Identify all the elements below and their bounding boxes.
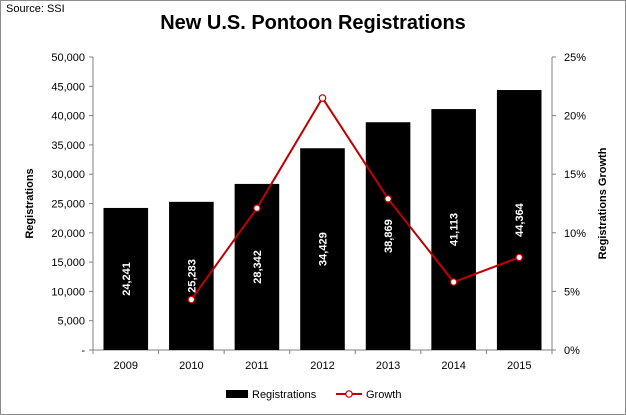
growth-line-group <box>187 94 524 304</box>
x-tick-label: 2013 <box>376 360 400 372</box>
y-tick-label: - <box>81 345 85 357</box>
legend: Registrations Growth <box>226 389 401 401</box>
y-tick-label: 45,000 <box>51 81 85 93</box>
legend-label-growth: Growth <box>366 389 401 401</box>
x-tick-label: 2010 <box>179 360 203 372</box>
y-tick-label: 10,000 <box>51 286 85 298</box>
bar-2015 <box>496 90 542 350</box>
y-tick-label: 25,000 <box>51 199 85 211</box>
y-axis-title: Registrations <box>24 168 36 238</box>
x-tick-label: 2011 <box>245 360 269 372</box>
y-tick-label: 5,000 <box>57 316 85 328</box>
growth-point <box>318 94 327 102</box>
legend-label-registrations: Registrations <box>252 389 317 401</box>
bar-value-label: 34,429 <box>318 232 330 266</box>
y-right-axis-title: Registrations Growth <box>597 147 609 259</box>
chart-title: New U.S. Pontoon Registrations <box>160 12 466 34</box>
bar-value-label: 44,364 <box>514 202 526 237</box>
y-tick-label: 15,000 <box>51 257 85 269</box>
x-tick-label: 2014 <box>441 360 465 372</box>
bar-2013 <box>365 122 411 350</box>
y-right-tick-label: 25% <box>564 52 586 64</box>
bar-labels: 24,241 25,283 28,342 34,429 38,869 41,113 44,3… <box>121 202 526 295</box>
growth-point <box>449 278 458 286</box>
y-right-tick-label: 15% <box>564 169 586 181</box>
bar-2014 <box>431 109 476 350</box>
x-tick-label: 2012 <box>310 360 334 372</box>
legend-swatch-growth-marker <box>345 390 353 398</box>
bar-2010 <box>169 201 214 350</box>
bar-value-label: 41,113 <box>449 213 461 246</box>
x-tick-label: 2015 <box>507 360 531 372</box>
growth-point <box>187 295 196 304</box>
y-right-tick-label: 10% <box>564 228 586 240</box>
bar-value-label: 38,869 <box>383 219 395 253</box>
y-tick-label: 35,000 <box>51 140 85 152</box>
y-tick-label: 20,000 <box>51 228 85 240</box>
y-right-tick-label: 0% <box>564 345 580 357</box>
growth-point <box>515 253 524 262</box>
bar-2009 <box>103 207 149 350</box>
x-tick-label: 2009 <box>114 360 138 372</box>
y-tick-label: 30,000 <box>51 169 85 181</box>
source-note: Source: SSI <box>6 3 65 15</box>
y-tick-label: 50,000 <box>51 52 85 64</box>
y-tick-label: 40,000 <box>51 111 85 123</box>
bar-value-label: 28,342 <box>252 250 264 284</box>
growth-line <box>190 96 520 301</box>
bar-value-label: 25,283 <box>186 259 198 293</box>
bar-value-label: 24,241 <box>121 262 133 296</box>
bar-2012 <box>300 148 345 350</box>
growth-point <box>253 204 261 212</box>
y-right-tick-label: 5% <box>564 286 580 298</box>
bars <box>103 90 542 350</box>
growth-point <box>384 195 392 203</box>
y-right-tick-label: 20% <box>564 111 586 123</box>
legend-swatch-registrations <box>226 390 248 398</box>
